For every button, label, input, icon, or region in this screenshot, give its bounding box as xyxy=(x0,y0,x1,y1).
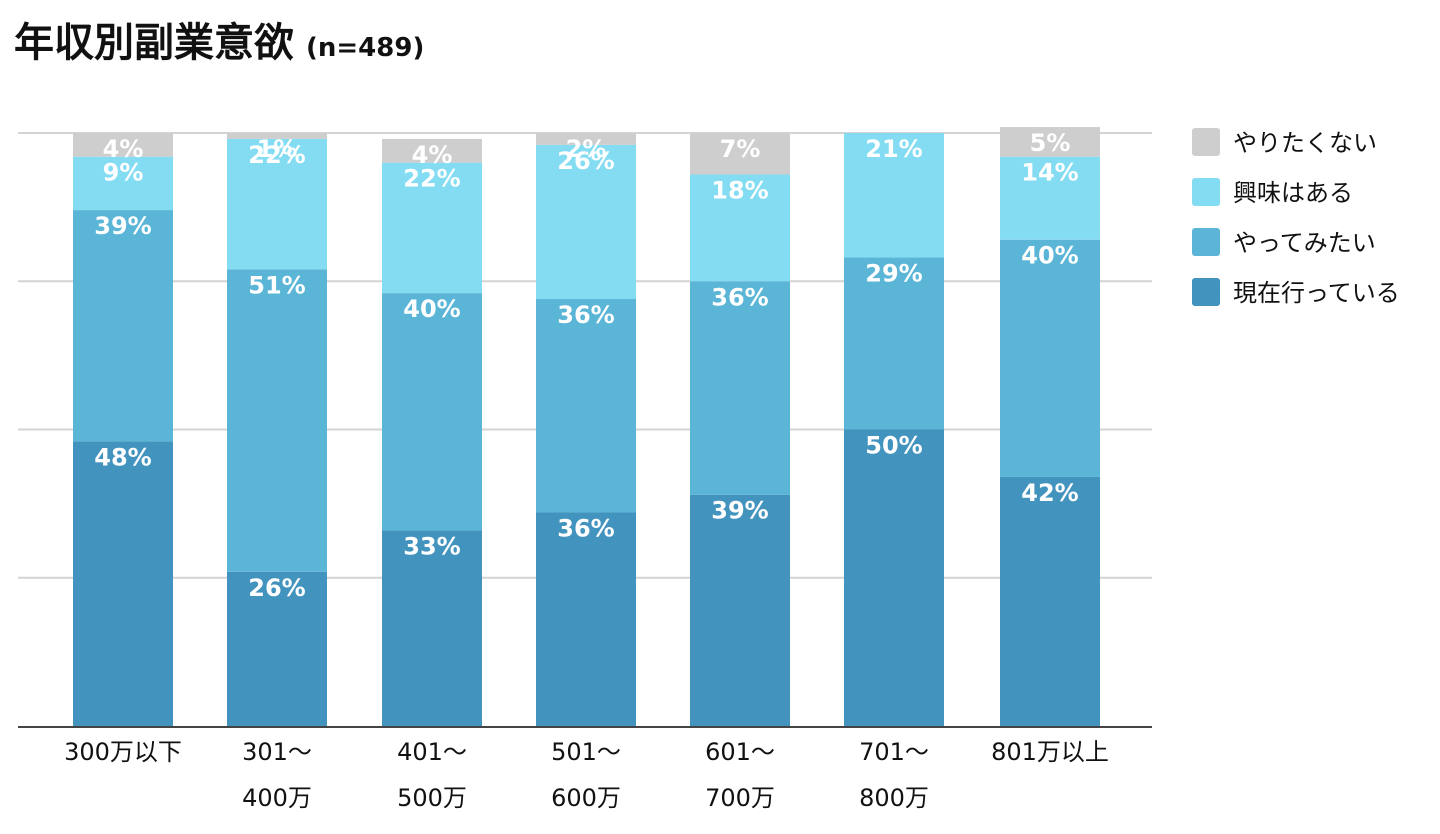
legend-label: やってみたい xyxy=(1233,229,1376,257)
bar-segment xyxy=(1000,239,1100,477)
category-label: 800万 xyxy=(859,784,929,812)
chart-title-block: 年収別副業意欲 (n=489) xyxy=(14,10,424,68)
category-label: 501～ xyxy=(551,738,621,766)
bar-segment xyxy=(382,162,482,294)
bar-segment xyxy=(227,571,327,726)
data-label: 18% xyxy=(711,177,768,205)
legend-swatch xyxy=(1192,178,1220,206)
bar-segment xyxy=(690,281,790,495)
bar-segment xyxy=(73,210,173,442)
data-label: 22% xyxy=(403,165,460,193)
bar-segment xyxy=(536,133,636,145)
data-label: 4% xyxy=(103,135,144,163)
data-label: 50% xyxy=(865,432,922,460)
data-label: 7% xyxy=(720,135,761,163)
legend-swatch xyxy=(1192,128,1220,156)
bar-segment xyxy=(536,144,636,300)
category-label: 300万以下 xyxy=(64,738,182,766)
category-label: 401～ xyxy=(397,738,467,766)
bar-segment xyxy=(536,299,636,513)
data-label: 4% xyxy=(412,141,453,169)
data-label: 26% xyxy=(557,147,614,175)
data-label: 29% xyxy=(865,260,922,288)
category-label: 500万 xyxy=(397,784,467,812)
data-label: 21% xyxy=(865,135,922,163)
data-label: 33% xyxy=(403,532,460,560)
bar-segment xyxy=(73,441,173,726)
legend-label: やりたくない xyxy=(1233,129,1377,157)
data-label: 42% xyxy=(1021,479,1078,507)
bar-segment xyxy=(382,138,482,163)
legend-label: 興味はある xyxy=(1233,179,1353,207)
legend-label: 現在行っている xyxy=(1233,279,1400,307)
data-label: 1% xyxy=(257,135,298,163)
data-label: 2% xyxy=(566,135,607,163)
legend-swatch xyxy=(1192,228,1220,256)
bar-segment xyxy=(690,174,790,282)
category-label: 600万 xyxy=(551,784,621,812)
data-label: 9% xyxy=(103,159,144,187)
bar-segment xyxy=(844,257,944,430)
bar-segment xyxy=(73,133,173,157)
data-label: 22% xyxy=(248,141,305,169)
data-label: 40% xyxy=(403,295,460,323)
category-label: 301～ xyxy=(242,738,312,766)
bar-segment xyxy=(844,133,944,258)
data-label: 40% xyxy=(1021,242,1078,270)
bar-segment xyxy=(1000,156,1100,240)
data-label: 39% xyxy=(711,497,768,525)
bar-segment xyxy=(1000,127,1100,157)
bar-segment xyxy=(1000,476,1100,726)
bar-segment xyxy=(227,133,327,139)
data-label: 39% xyxy=(94,212,151,240)
data-label: 51% xyxy=(248,271,305,299)
data-label: 14% xyxy=(1021,159,1078,187)
data-label: 48% xyxy=(94,443,151,471)
data-label: 36% xyxy=(557,515,614,543)
data-label: 36% xyxy=(711,283,768,311)
chart-title: 年収別副業意欲 xyxy=(14,20,294,66)
bar-segment xyxy=(73,156,173,211)
data-label: 5% xyxy=(1030,129,1071,157)
bar-segment xyxy=(227,138,327,270)
bar-segment xyxy=(382,293,482,531)
category-label: 601～ xyxy=(705,738,775,766)
bar-segment xyxy=(382,530,482,726)
bar-segment xyxy=(690,133,790,175)
data-label: 26% xyxy=(248,574,305,602)
chart-subtitle: (n=489) xyxy=(306,33,425,63)
data-label: 36% xyxy=(557,301,614,329)
bar-segment xyxy=(844,429,944,726)
legend-swatch xyxy=(1192,278,1220,306)
bar-segment xyxy=(690,494,790,726)
bar-segment xyxy=(227,269,327,572)
category-label: 801万以上 xyxy=(991,738,1109,766)
category-label: 701～ xyxy=(859,738,929,766)
category-label: 400万 xyxy=(242,784,312,812)
bar-segment xyxy=(536,512,636,726)
category-label: 700万 xyxy=(705,784,775,812)
